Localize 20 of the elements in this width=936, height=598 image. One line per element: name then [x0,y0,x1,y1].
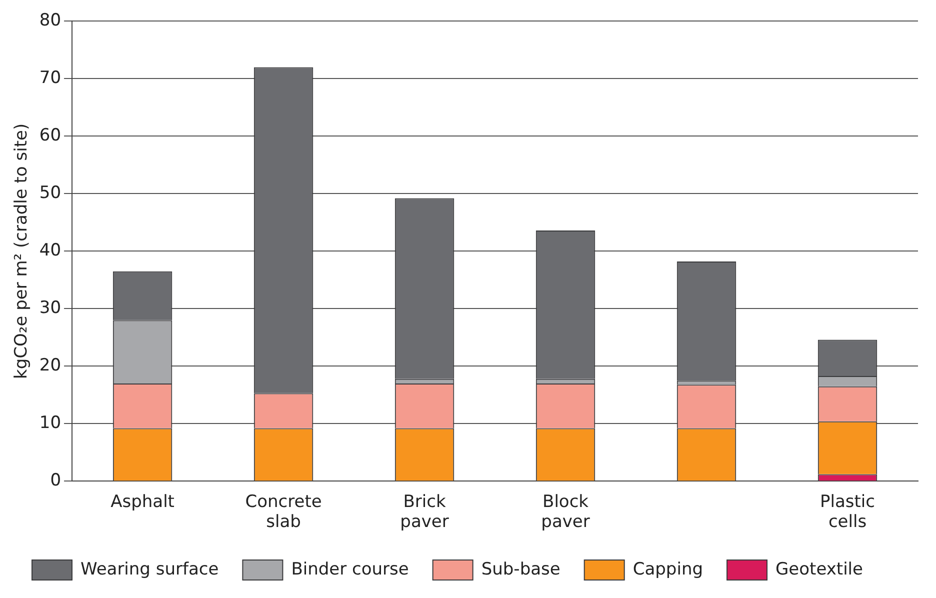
y-tick-label: 10 [39,413,62,434]
legend-label: Binder course [291,559,409,580]
legend-label: Geotextile [776,559,864,580]
y-tick-label: 20 [39,356,62,376]
y-tick-label: 30 [39,298,62,318]
x-tick-label: Brick paver [400,492,449,532]
y-tick-label: 0 [50,470,62,491]
legend-label: Sub-base [481,559,560,580]
x-tick-label: Asphalt [110,492,175,512]
y-tick-label: 50 [39,183,62,204]
legend-label: Wearing surface [80,559,219,580]
x-tick-label: Concrete slab [245,492,322,532]
y-tick-label: 70 [39,68,62,88]
y-tick-label: 60 [39,126,62,146]
y-tick-label: 80 [39,10,62,31]
y-tick-label: 40 [39,240,62,261]
legend-label: Capping [632,559,704,580]
x-tick-label: Plastic cells [820,492,875,532]
x-tick-label: Block paver [541,492,590,532]
y-axis-title: kgCO₂e per m² (cradle to site) [12,123,32,379]
